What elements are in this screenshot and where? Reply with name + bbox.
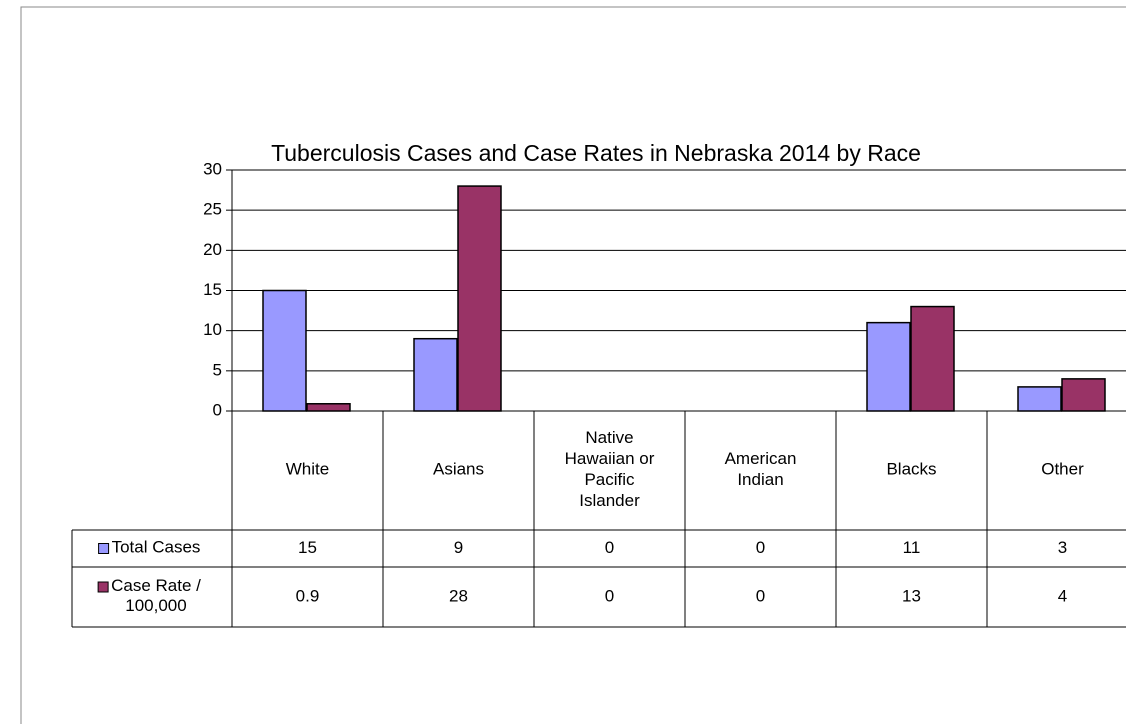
x-tick-label: Other	[1041, 460, 1084, 479]
bar	[866, 321, 911, 412]
table-value: 13	[902, 586, 921, 605]
bar	[1017, 386, 1062, 412]
legend-label: Total Cases	[112, 538, 201, 557]
chart-title: Tuberculosis Cases and Case Rates in Neb…	[271, 140, 921, 166]
x-tick-label: American Indian	[725, 449, 797, 489]
x-tick-label: Asians	[433, 460, 484, 479]
table-value: 0	[756, 586, 765, 605]
y-tick-label: 15	[203, 280, 222, 299]
bar	[306, 403, 351, 412]
bar	[1061, 378, 1106, 412]
bar	[262, 289, 307, 412]
table-value: 28	[449, 586, 468, 605]
table-value: 0.9	[296, 586, 320, 605]
table-value: 9	[454, 538, 463, 557]
table-value: 3	[1058, 538, 1067, 557]
bar	[457, 185, 502, 412]
table-value: 15	[298, 538, 317, 557]
table-value: 0	[756, 538, 765, 557]
y-tick-label: 10	[203, 320, 222, 339]
bar	[910, 305, 955, 412]
y-tick-label: 0	[213, 400, 222, 419]
y-tick-label: 5	[213, 360, 222, 379]
legend-key	[97, 581, 109, 593]
y-tick-label: 30	[203, 159, 222, 178]
x-tick-label: Native Hawaiian or Pacific Islander	[565, 428, 655, 510]
x-tick-label: Blacks	[886, 460, 936, 479]
x-tick-label: White	[286, 460, 329, 479]
y-tick-label: 25	[203, 200, 222, 219]
bar	[413, 337, 458, 412]
table-value: 0	[605, 586, 614, 605]
chart-frame	[20, 6, 1126, 724]
table-value: 11	[903, 538, 921, 557]
y-tick-label: 20	[203, 240, 222, 259]
legend-label: Case Rate /100,000	[111, 576, 201, 615]
table-value: 0	[605, 538, 614, 557]
legend-key	[98, 543, 110, 554]
table-value: 4	[1058, 586, 1067, 605]
